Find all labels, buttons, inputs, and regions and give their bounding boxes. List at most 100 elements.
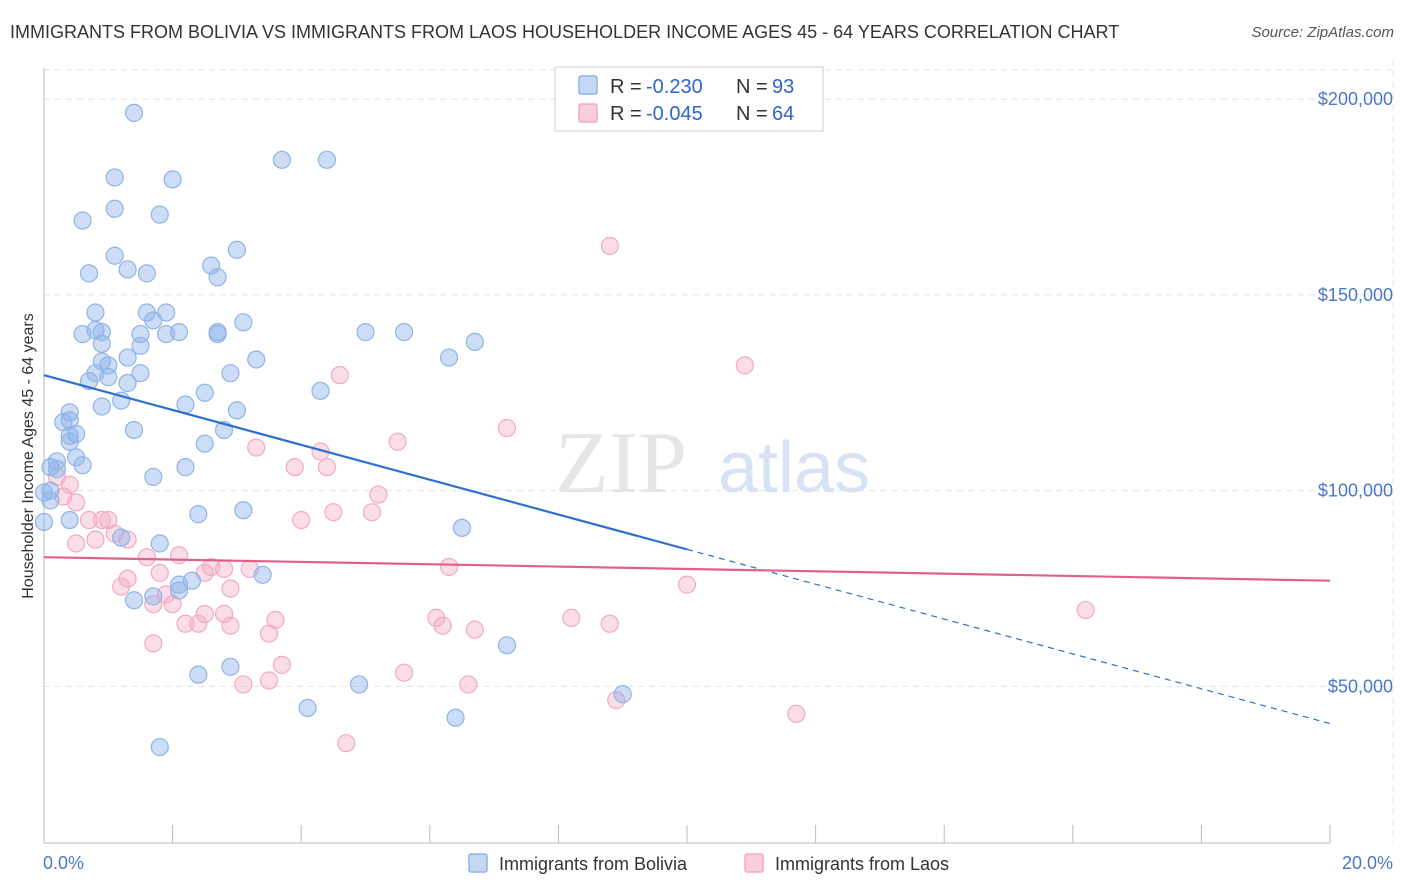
legend-r-label-bolivia: R =	[610, 76, 642, 98]
bolivia-point	[124, 420, 144, 440]
bolivia-point	[73, 324, 92, 344]
bolivia-point	[73, 211, 92, 230]
laos-point	[60, 475, 79, 494]
laos-point	[189, 614, 208, 633]
laos-point	[86, 530, 105, 549]
bolivia-point	[497, 636, 517, 655]
legend: R = -0.230 N = 93 R = -0.045 N = 64	[554, 66, 824, 132]
bolivia-point	[131, 336, 150, 355]
watermark-atlas: atlas	[718, 428, 870, 508]
bolivia-point	[356, 322, 375, 342]
bolivia-point	[195, 434, 214, 453]
bolivia-point	[41, 458, 60, 477]
bottom-legend-swatch-bolivia	[468, 853, 488, 873]
bottom-legend: Immigrants from Bolivia Immigrants from …	[468, 853, 949, 874]
legend-r-bolivia: -0.230	[646, 76, 703, 98]
laos-point	[292, 510, 311, 530]
laos-point	[118, 530, 137, 549]
trend-lines	[43, 374, 1331, 725]
bolivia-point	[144, 587, 163, 606]
legend-r-laos: -0.045	[646, 103, 703, 125]
laos-point	[214, 604, 234, 624]
bolivia-point	[272, 150, 292, 169]
laos-point	[562, 608, 581, 627]
laos-point	[247, 438, 266, 457]
bolivia-point	[47, 460, 66, 479]
bolivia-point	[60, 432, 79, 451]
bottom-legend-label-laos: Immigrants from Laos	[775, 854, 949, 874]
laos-point	[67, 493, 86, 512]
laos-point	[144, 634, 163, 653]
bolivia-point	[439, 348, 459, 367]
bolivia-point	[60, 426, 79, 445]
bolivia-point	[124, 103, 144, 122]
bolivia-point	[317, 150, 337, 169]
chart-title: IMMIGRANTS FROM BOLIVIA VS IMMIGRANTS FR…	[10, 22, 1120, 42]
laos-point	[67, 534, 86, 553]
bolivia-point	[208, 324, 227, 344]
laos-point	[195, 604, 214, 624]
bolivia-point	[34, 512, 54, 532]
laos-point	[735, 356, 754, 375]
bolivia-trend-extension	[686, 548, 1331, 725]
laos-point	[394, 663, 414, 682]
laos-point	[150, 563, 169, 582]
axes	[43, 68, 1331, 844]
laos-point	[79, 510, 99, 530]
laos-point	[362, 503, 382, 522]
laos-point	[337, 734, 356, 753]
laos-point	[459, 675, 478, 694]
laos-point	[439, 557, 459, 577]
bolivia-point	[144, 467, 163, 487]
laos-point	[324, 503, 343, 522]
bolivia-point	[253, 565, 272, 584]
y-tick-label: $50,000	[1328, 676, 1393, 696]
bolivia-point	[234, 501, 253, 520]
laos-points	[47, 236, 1095, 753]
y-tick-labels: $50,000 $100,000 $150,000 $200,000	[1318, 89, 1393, 696]
legend-swatch-laos	[578, 103, 598, 123]
laos-point	[272, 655, 292, 674]
bolivia-point	[298, 698, 317, 718]
bolivia-point	[189, 665, 208, 684]
bolivia-point	[613, 685, 632, 704]
bolivia-point	[227, 240, 246, 259]
laos-point	[144, 595, 163, 614]
bottom-legend-label-bolivia: Immigrants from Bolivia	[499, 854, 688, 874]
bottom-legend-swatch-laos	[744, 853, 764, 873]
laos-point	[234, 675, 253, 694]
legend-n-label-laos: N =	[736, 103, 768, 125]
bolivia-point	[176, 458, 195, 477]
bolivia-point	[234, 313, 253, 332]
x-tick-label-min: 0.0%	[43, 853, 84, 873]
bolivia-point	[169, 581, 189, 600]
bolivia-point	[189, 505, 208, 524]
laos-point	[221, 616, 240, 635]
laos-point	[787, 704, 806, 723]
laos-point	[221, 579, 240, 598]
laos-point	[259, 671, 279, 690]
bolivia-point	[446, 708, 465, 727]
legend-n-bolivia: 93	[772, 76, 794, 98]
bolivia-point	[221, 364, 240, 383]
legend-n-laos: 64	[772, 103, 794, 125]
bolivia-point	[227, 401, 246, 420]
bolivia-point	[465, 332, 484, 351]
bolivia-point	[131, 364, 150, 383]
laos-point	[317, 458, 337, 477]
legend-n-label-bolivia: N =	[736, 76, 768, 98]
bolivia-point	[195, 383, 214, 402]
laos-point	[433, 616, 452, 635]
watermark-zip: ZIP	[555, 415, 687, 512]
bolivia-point	[349, 675, 369, 694]
legend-r-label-laos: R =	[610, 103, 642, 125]
bolivia-point	[86, 303, 105, 322]
bolivia-point	[112, 528, 131, 547]
bolivia-trend-line	[43, 374, 688, 551]
bolivia-point	[118, 348, 137, 367]
y-tick-label: $200,000	[1318, 89, 1393, 109]
gridlines	[44, 60, 1394, 843]
laos-point	[169, 546, 189, 565]
bolivia-point	[92, 334, 111, 353]
